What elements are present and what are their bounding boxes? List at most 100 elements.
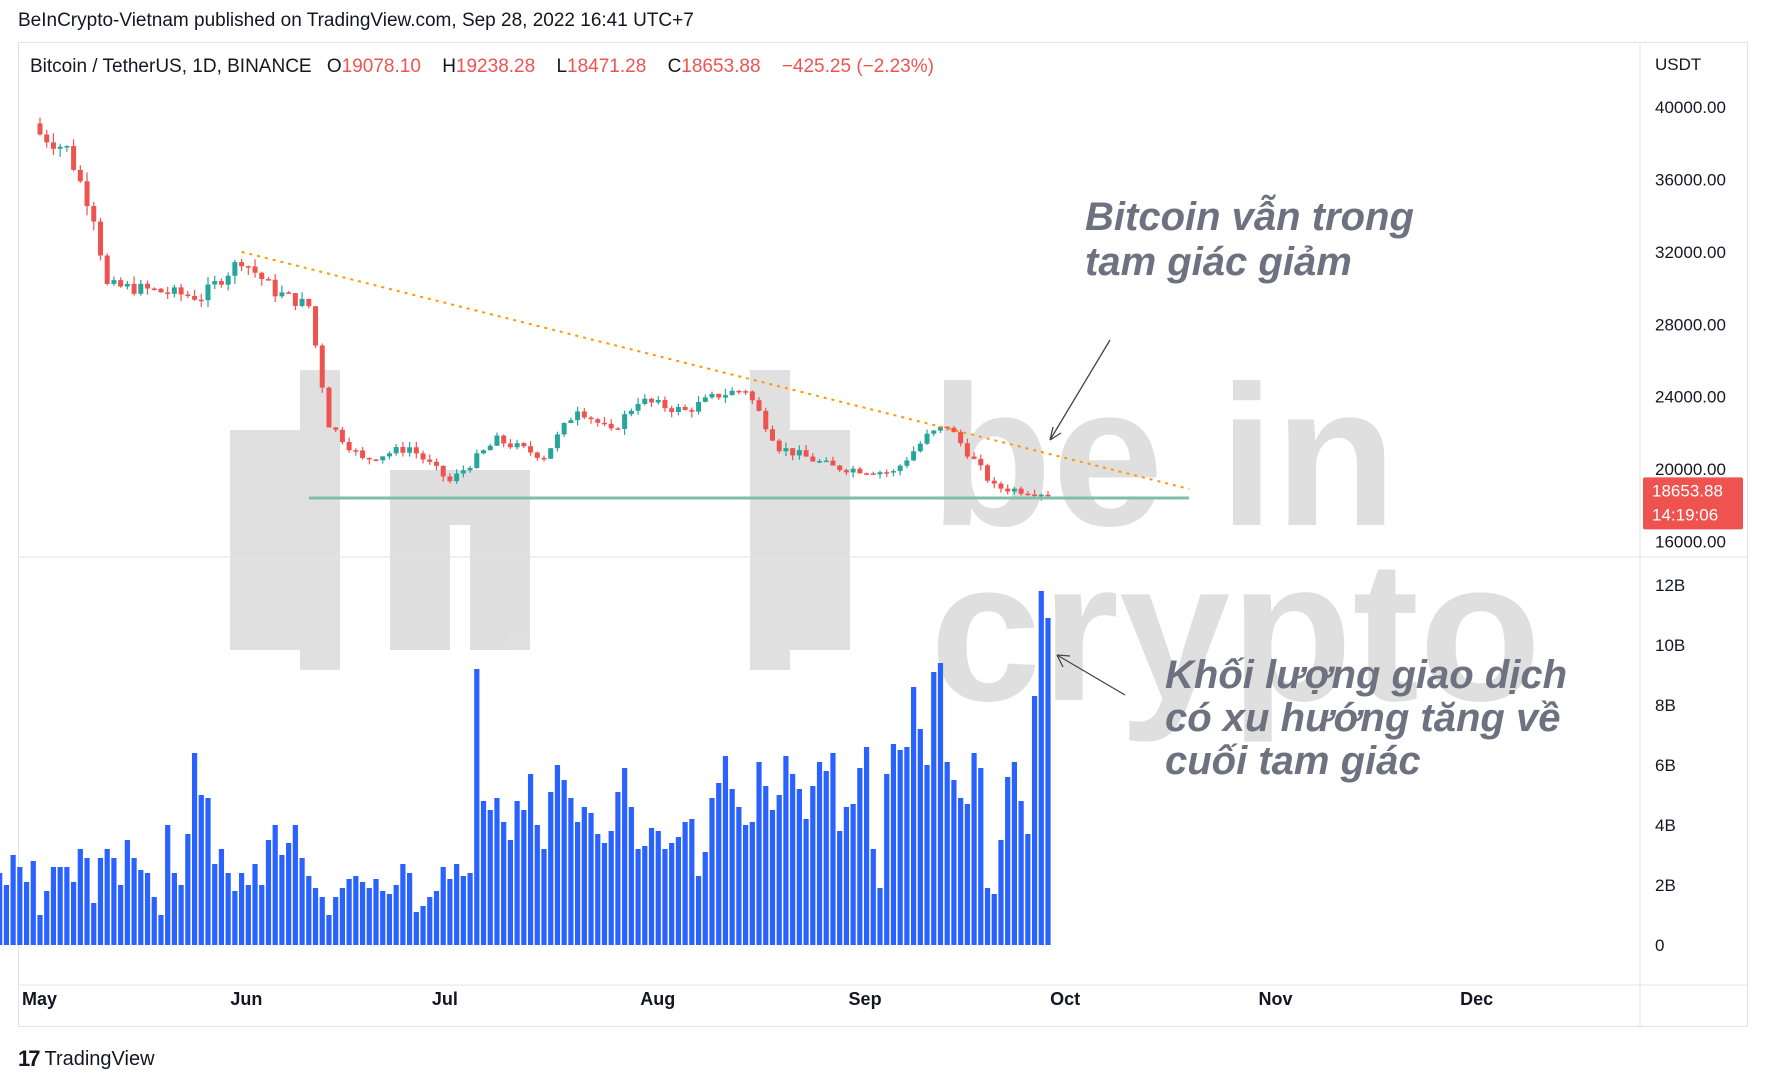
tradingview-footer[interactable]: 17 TradingView bbox=[18, 1046, 155, 1072]
candle-body bbox=[622, 414, 628, 429]
volume-bar bbox=[158, 915, 164, 945]
volume-bar bbox=[911, 687, 917, 945]
candle-body bbox=[749, 391, 755, 401]
annotation-triangle-line: tam giác giảm bbox=[1085, 240, 1352, 284]
chart-frame bbox=[18, 42, 1748, 1027]
volume-bar bbox=[655, 831, 661, 945]
volume-bar bbox=[662, 849, 668, 945]
volume-bar bbox=[743, 825, 749, 945]
candle-body bbox=[830, 460, 836, 466]
candle-body bbox=[722, 395, 728, 398]
tradingview-logo-icon: 17 bbox=[18, 1046, 41, 1071]
volume-bar bbox=[427, 897, 433, 945]
candle-body bbox=[44, 134, 50, 143]
candle-body bbox=[501, 435, 507, 444]
time-axis-tick: Dec bbox=[1460, 989, 1493, 1009]
volume-bar bbox=[541, 849, 547, 945]
candle-body bbox=[413, 447, 419, 454]
candle-body bbox=[158, 288, 164, 293]
volume-bar bbox=[695, 876, 702, 945]
candle-body bbox=[998, 483, 1004, 489]
candle-body bbox=[796, 450, 802, 456]
candle-body bbox=[460, 470, 466, 474]
volume-bar bbox=[57, 867, 63, 945]
candle-body bbox=[689, 409, 695, 412]
candle-body bbox=[494, 435, 500, 446]
candle-body bbox=[225, 275, 231, 285]
time-axis-tick: Sep bbox=[849, 989, 882, 1009]
volume-bar bbox=[30, 861, 36, 945]
candle-body bbox=[64, 146, 70, 148]
volume-bar bbox=[783, 756, 789, 945]
volume-bar bbox=[151, 897, 157, 945]
volume-bar bbox=[944, 762, 950, 945]
volume-bar bbox=[480, 801, 487, 945]
candle-body bbox=[212, 281, 218, 285]
time-axis-tick: Aug bbox=[640, 989, 675, 1009]
tradingview-brand: TradingView bbox=[44, 1047, 155, 1070]
candle-body bbox=[736, 390, 742, 393]
volume-bar bbox=[286, 843, 292, 945]
volume-bar bbox=[769, 810, 776, 945]
volume-bar bbox=[675, 837, 681, 945]
candle-body bbox=[696, 401, 702, 412]
volume-bar bbox=[218, 849, 225, 945]
volume-bar bbox=[64, 867, 70, 945]
candle-body bbox=[601, 422, 607, 425]
volume-bar bbox=[951, 780, 957, 945]
volume-bar bbox=[494, 798, 500, 945]
candle-body bbox=[151, 288, 157, 290]
candle-body bbox=[366, 457, 372, 460]
candle-body bbox=[218, 281, 224, 285]
volume-bar bbox=[709, 798, 715, 945]
close-value: 18653.88 bbox=[681, 56, 761, 77]
volume-bar bbox=[931, 672, 937, 945]
annotation-volume-line: có xu hướng tăng về bbox=[1165, 696, 1560, 740]
volume-bar bbox=[487, 810, 493, 945]
watermark-text-line1: be in bbox=[930, 345, 1397, 568]
candle-body bbox=[541, 457, 547, 460]
candle-body bbox=[239, 262, 245, 267]
candle-body bbox=[252, 266, 258, 273]
high-value: 19238.28 bbox=[455, 56, 536, 77]
candle-body bbox=[581, 411, 587, 418]
volume-bar bbox=[810, 786, 816, 945]
volume-bar bbox=[393, 885, 399, 945]
volume-bar bbox=[917, 729, 923, 945]
candle-body bbox=[890, 471, 896, 473]
volume-bar bbox=[998, 840, 1004, 945]
volume-bar bbox=[386, 894, 393, 945]
candle-body bbox=[306, 298, 312, 307]
volume-bar bbox=[178, 885, 184, 945]
volume-bar bbox=[890, 744, 897, 945]
volume-bar bbox=[326, 915, 332, 945]
volume-axis-tick: 12B bbox=[1655, 576, 1685, 595]
candle-body bbox=[642, 398, 648, 404]
candle-body bbox=[245, 266, 251, 268]
candle-body bbox=[971, 456, 977, 459]
candle-body bbox=[487, 445, 493, 451]
candle-body bbox=[790, 448, 796, 456]
volume-bar bbox=[118, 885, 124, 945]
candle-body bbox=[50, 142, 56, 149]
candle-body bbox=[380, 456, 386, 461]
volume-bar bbox=[689, 819, 695, 945]
candle-body bbox=[588, 417, 594, 420]
volume-bar bbox=[568, 798, 574, 945]
volume-bar bbox=[252, 864, 258, 945]
candle-body bbox=[286, 292, 292, 294]
candle-body bbox=[507, 443, 513, 448]
change-value: −425.25 (−2.23%) bbox=[781, 56, 934, 77]
volume-bar bbox=[265, 840, 272, 945]
candle-body bbox=[662, 399, 668, 409]
volume-bar bbox=[1018, 801, 1024, 945]
symbol-label[interactable]: Bitcoin / TetherUS, 1D, BINANCE bbox=[30, 56, 312, 77]
volume-bar bbox=[84, 858, 90, 945]
volume-bar bbox=[104, 849, 110, 945]
time-axis-tick: Jul bbox=[432, 989, 458, 1009]
volume-bar bbox=[971, 753, 977, 945]
volume-bar bbox=[245, 885, 251, 945]
candle-body bbox=[118, 280, 124, 287]
price-axis-tick: 36000.00 bbox=[1655, 171, 1726, 190]
